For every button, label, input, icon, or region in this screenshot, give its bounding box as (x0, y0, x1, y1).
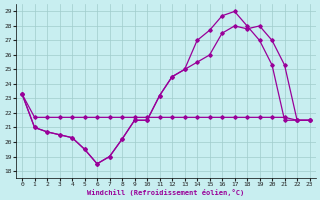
X-axis label: Windchill (Refroidissement éolien,°C): Windchill (Refroidissement éolien,°C) (87, 189, 244, 196)
